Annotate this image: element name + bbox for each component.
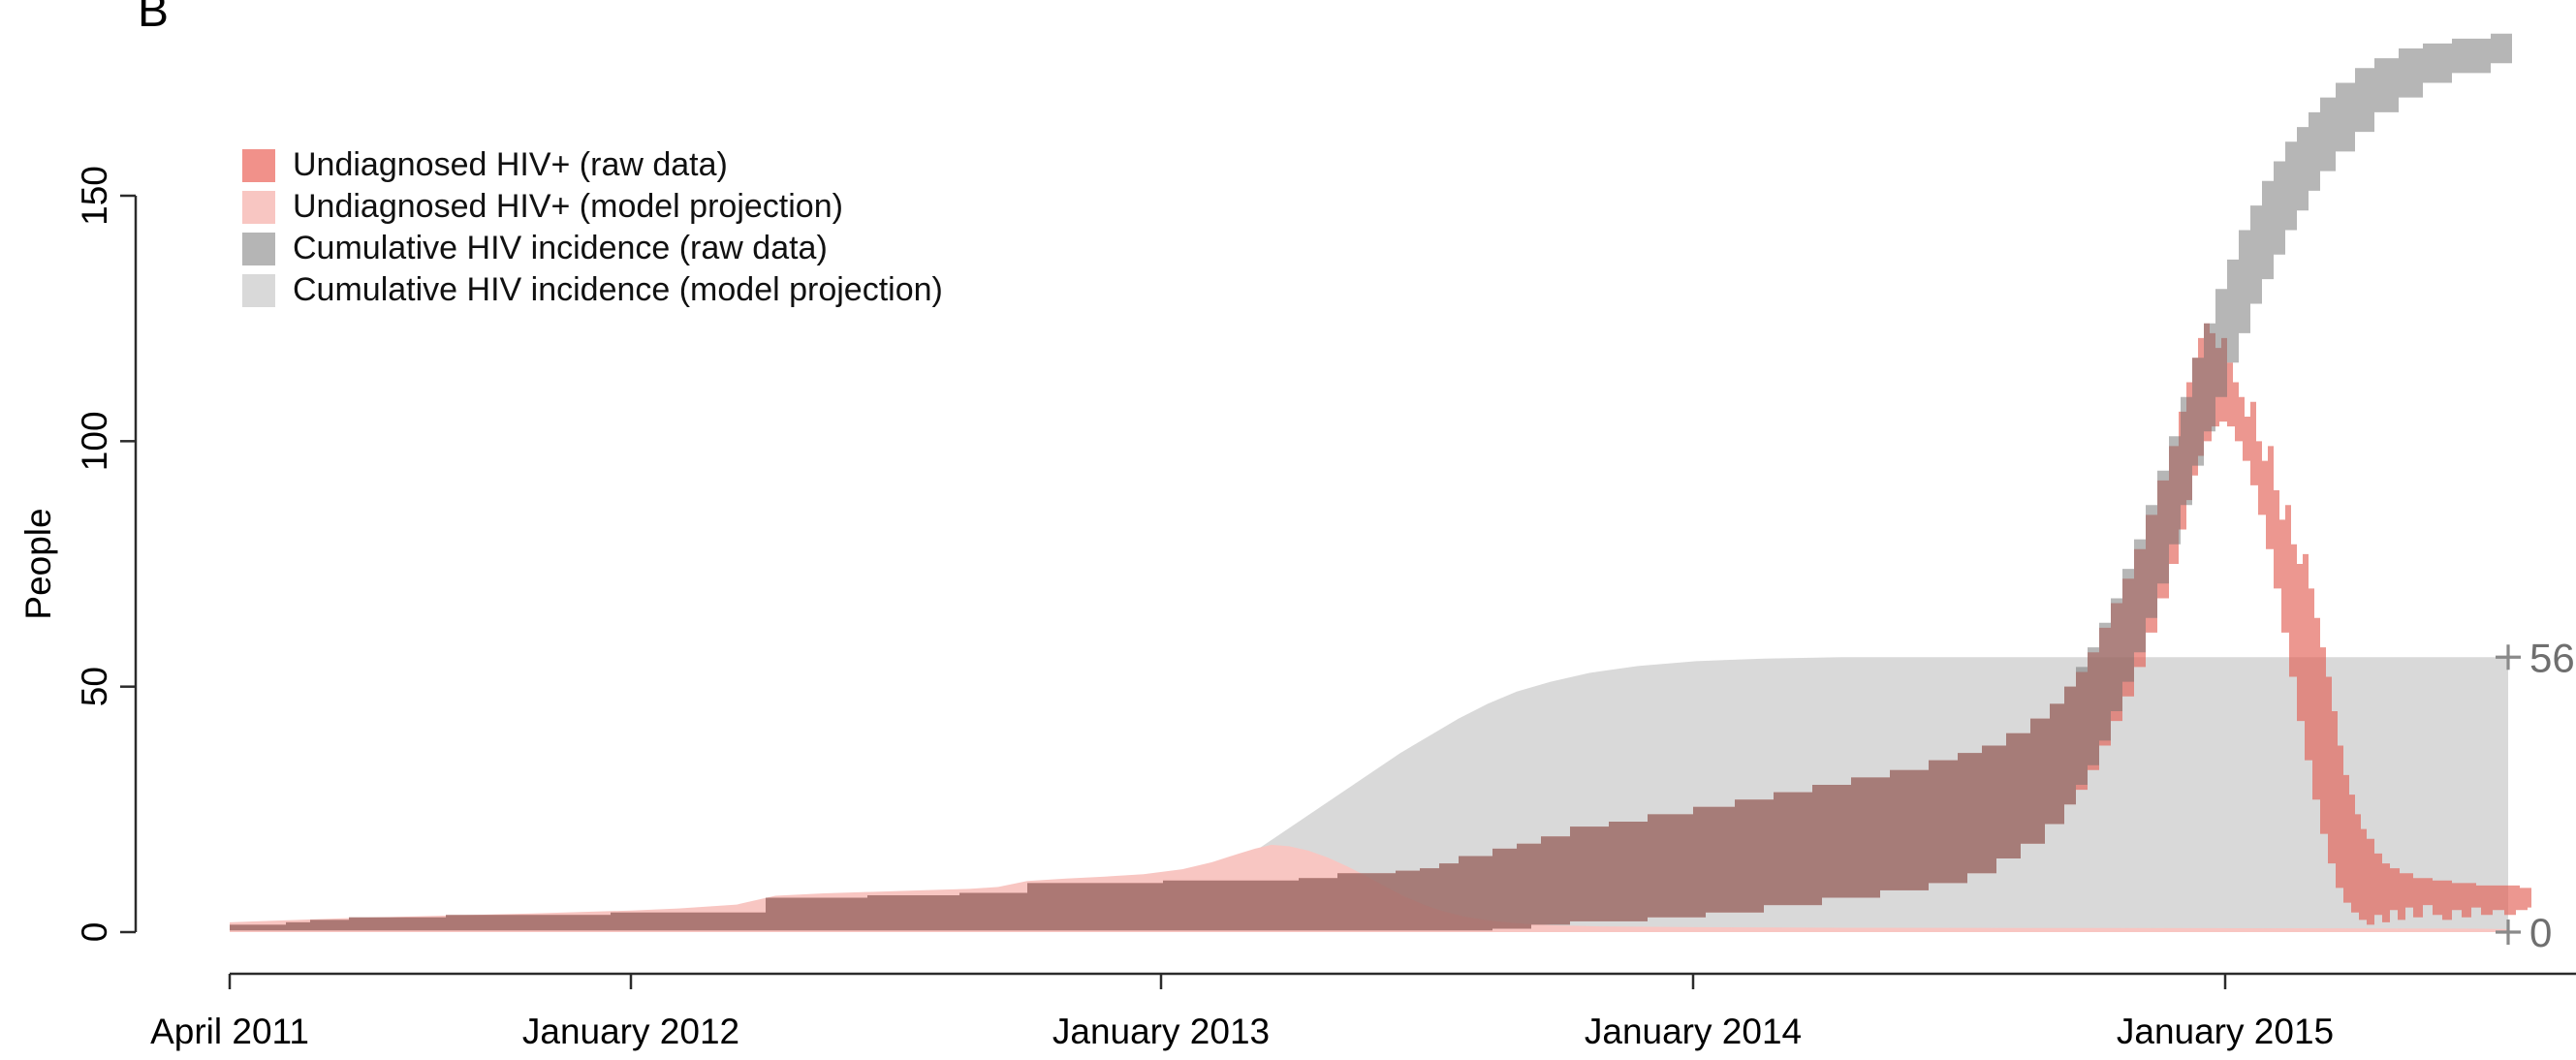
x-tick-label: January 2014 — [1585, 1012, 1802, 1051]
projection-end-label: 0 — [2529, 910, 2552, 955]
legend-swatch-icon — [242, 273, 275, 307]
x-tick-label: January 2013 — [1052, 1012, 1270, 1051]
y-axis-title: People — [18, 508, 58, 619]
x-tick-label: April 2011 — [150, 1012, 309, 1051]
legend-swatch-icon — [242, 190, 275, 224]
legend-label: Cumulative HIV incidence (raw data) — [293, 230, 828, 266]
y-tick-label: 100 — [75, 411, 114, 471]
x-tick-label: January 2015 — [2117, 1012, 2334, 1051]
legend-swatch-icon — [242, 148, 275, 182]
y-tick-label: 150 — [75, 166, 114, 226]
series-model-cumulative-area — [989, 657, 2508, 932]
legend-swatch-icon — [242, 232, 275, 265]
legend-label: Undiagnosed HIV+ (model projection) — [293, 188, 843, 225]
legend-item-2: Cumulative HIV incidence (raw data) — [242, 228, 943, 269]
legend-item-0: Undiagnosed HIV+ (raw data) — [242, 144, 943, 186]
projection-end-label: 56 — [2529, 635, 2575, 680]
y-tick-label: 0 — [75, 922, 114, 943]
panel-label: B — [138, 0, 170, 37]
legend-item-3: Cumulative HIV incidence (model projecti… — [242, 269, 943, 311]
legend-item-1: Undiagnosed HIV+ (model projection) — [242, 186, 943, 228]
legend-label: Undiagnosed HIV+ (raw data) — [293, 146, 728, 183]
y-tick-label: 50 — [75, 667, 114, 706]
legend-label: Cumulative HIV incidence (model projecti… — [293, 271, 943, 308]
x-tick-label: January 2012 — [522, 1012, 739, 1051]
legend: Undiagnosed HIV+ (raw data) Undiagnosed H… — [242, 144, 943, 311]
